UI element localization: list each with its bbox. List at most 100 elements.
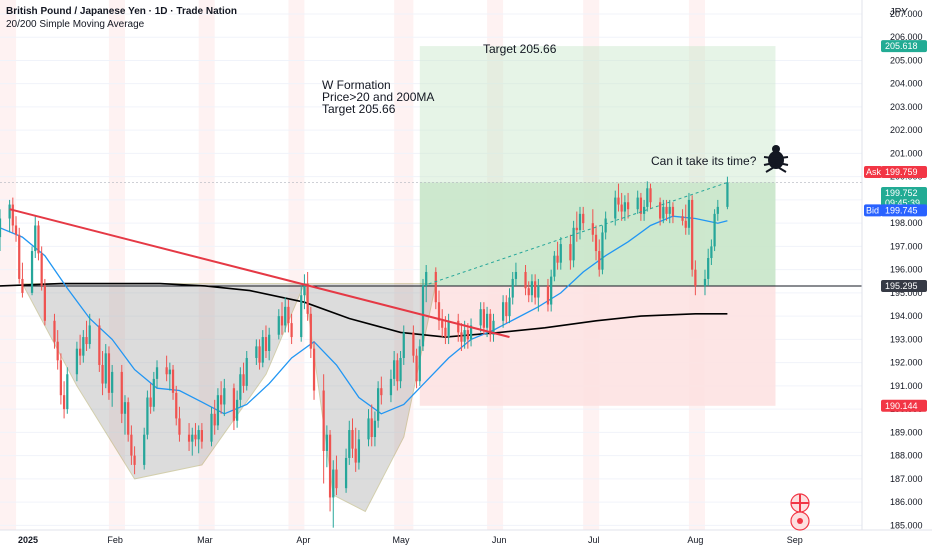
candle-body xyxy=(463,330,466,342)
price-axis[interactable]: 185.000186.000187.000188.000189.000190.0… xyxy=(861,0,923,530)
candle-body xyxy=(332,469,335,498)
candle-body xyxy=(671,206,675,217)
candle-body xyxy=(328,434,332,498)
ask-side-label: Ask xyxy=(866,167,882,177)
candle-body xyxy=(322,390,325,451)
candle-body xyxy=(37,225,40,254)
candle-body xyxy=(508,297,511,317)
candle-body xyxy=(168,369,171,375)
candle-body xyxy=(268,334,271,352)
month-end-shade xyxy=(288,0,305,530)
candle-body xyxy=(165,367,168,375)
candle-body xyxy=(726,182,729,207)
candle-body xyxy=(437,302,441,321)
candle-body xyxy=(194,434,197,440)
candle-body xyxy=(598,251,601,270)
candle-body xyxy=(18,234,21,279)
candle-body xyxy=(457,320,460,333)
sma200-line xyxy=(0,282,728,338)
bug-leg-icon xyxy=(775,161,789,166)
candle-body xyxy=(178,418,181,435)
candle-body xyxy=(684,220,687,228)
candle-body xyxy=(191,434,194,442)
candle-body xyxy=(40,253,43,286)
candle-body xyxy=(53,320,56,342)
candle-body xyxy=(649,188,652,203)
price-tick-label: 188.000 xyxy=(890,451,923,461)
candle-body xyxy=(713,213,716,247)
bid-price-value: 199.745 xyxy=(885,205,918,215)
candle-body xyxy=(255,346,258,358)
symbol-title[interactable]: British Pound / Japanese Yen · 1D · Trad… xyxy=(6,6,237,17)
candle-body xyxy=(133,455,136,465)
candle-body xyxy=(501,302,505,321)
bug-leg-icon xyxy=(775,156,789,160)
time-axis[interactable]: 2025 Feb Mar Apr May Jun Jul Aug Sep xyxy=(0,529,932,545)
candle-body xyxy=(569,244,572,261)
candle-body xyxy=(415,355,418,382)
candle-body xyxy=(325,434,328,451)
time-tick-label: May xyxy=(393,535,411,545)
candle-body xyxy=(175,392,178,419)
sma20-line xyxy=(0,215,728,415)
indicator-legend[interactable]: 20/200 Simple Moving Average xyxy=(6,19,145,30)
candle-body xyxy=(399,357,402,382)
candle-body xyxy=(62,395,66,410)
candle-body xyxy=(511,278,514,298)
candle-body xyxy=(236,399,239,421)
candle-body xyxy=(434,271,437,303)
candle-body xyxy=(559,244,562,263)
price-tick-label: 187.000 xyxy=(890,474,923,484)
w-formation-note[interactable]: W Formation Price>20 and 200MA Target 20… xyxy=(322,79,434,115)
price-tick-label: 204.000 xyxy=(890,79,923,89)
stop-price-value: 190.144 xyxy=(885,401,918,411)
candle-body xyxy=(284,306,287,326)
candle-body xyxy=(707,258,710,279)
target-note[interactable]: Target 205.66 xyxy=(483,42,557,56)
price-tick-label: 207.000 xyxy=(890,9,923,19)
bid-price-tag xyxy=(881,204,927,217)
candle-body xyxy=(277,316,280,335)
candle-body xyxy=(530,281,534,296)
price-tick-label: 203.000 xyxy=(890,102,923,112)
candle-body xyxy=(694,269,697,286)
candle-body xyxy=(107,353,111,393)
candles xyxy=(0,176,729,528)
candle-body xyxy=(550,276,553,305)
question-note[interactable]: Can it take its time? xyxy=(651,154,757,168)
candle-body xyxy=(370,418,373,438)
descending-trendline xyxy=(9,208,510,339)
candle-body xyxy=(130,434,133,456)
target-price-tag xyxy=(881,40,927,53)
time-tick-label: Mar xyxy=(197,535,213,545)
last-countdown: 09:45:39 xyxy=(885,198,920,208)
price-tick-label: 189.000 xyxy=(890,427,923,437)
price-tick-label: 195.000 xyxy=(890,288,923,298)
candle-body xyxy=(485,313,489,328)
candle-body xyxy=(351,430,354,449)
time-tick-label: Aug xyxy=(687,535,703,545)
candle-body xyxy=(572,227,575,261)
position-tool[interactable] xyxy=(419,46,776,406)
candle-body xyxy=(348,430,351,458)
month-end-shade xyxy=(198,0,215,530)
candle-body xyxy=(687,199,691,228)
candle-body xyxy=(668,206,671,214)
candle-body xyxy=(300,295,303,338)
candle-body xyxy=(514,271,518,279)
price-tick-label: 194.000 xyxy=(890,311,923,321)
candle-body xyxy=(703,278,707,286)
trend-drawings[interactable] xyxy=(0,182,862,339)
time-tick-label: Jul xyxy=(588,535,600,545)
candle-body xyxy=(665,206,668,214)
candle-body xyxy=(642,206,646,214)
candle-body xyxy=(646,188,649,207)
candle-body xyxy=(396,360,399,382)
target-price-value: 205.618 xyxy=(885,41,918,51)
candle-body xyxy=(377,388,380,421)
candle-body xyxy=(290,323,293,338)
candle-body xyxy=(546,285,550,305)
candle-body xyxy=(34,225,37,252)
